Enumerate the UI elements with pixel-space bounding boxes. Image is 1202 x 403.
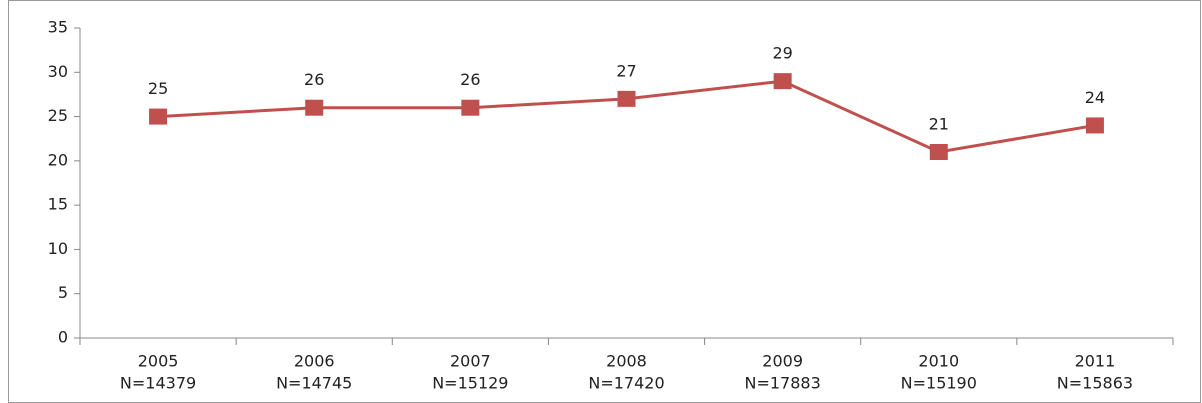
y-tick-label: 15 [48,195,68,214]
x-tick-label: 2009 [762,352,803,371]
marker [1085,117,1104,134]
x-tick-sublabel: N=14379 [120,374,196,393]
data-label: 29 [772,44,792,63]
marker [149,108,168,125]
marker [617,90,636,107]
x-tick-sublabel: N=15190 [901,374,977,393]
data-label: 26 [460,70,480,89]
data-label: 25 [148,79,168,98]
x-tick-label: 2006 [294,352,335,371]
data-label: 27 [616,61,636,80]
y-tick-label: 25 [48,106,68,125]
x-tick-label: 2005 [138,352,179,371]
x-tick-label: 2008 [606,352,647,371]
x-tick-sublabel: N=14745 [276,374,352,393]
x-tick-label: 2010 [918,352,959,371]
y-tick-label: 5 [58,283,68,302]
x-tick-sublabel: N=17420 [588,374,664,393]
data-label: 21 [929,115,949,134]
marker [929,144,948,160]
data-label: 24 [1085,88,1105,107]
y-tick-label: 10 [48,239,68,258]
frame [8,0,1201,403]
y-tick-label: 30 [48,62,68,81]
marker [773,73,792,90]
x-tick-sublabel: N=15129 [432,374,508,393]
y-tick-label: 35 [48,18,68,37]
x-tick-label: 2011 [1075,352,1116,371]
marker [305,99,324,116]
data-label: 26 [304,70,324,89]
x-tick-sublabel: N=17883 [745,374,821,393]
y-tick-label: 0 [58,328,68,347]
y-tick-label: 20 [48,150,68,169]
x-tick-label: 2007 [450,352,491,371]
x-tick-sublabel: N=15863 [1057,374,1133,393]
marker [461,99,480,116]
